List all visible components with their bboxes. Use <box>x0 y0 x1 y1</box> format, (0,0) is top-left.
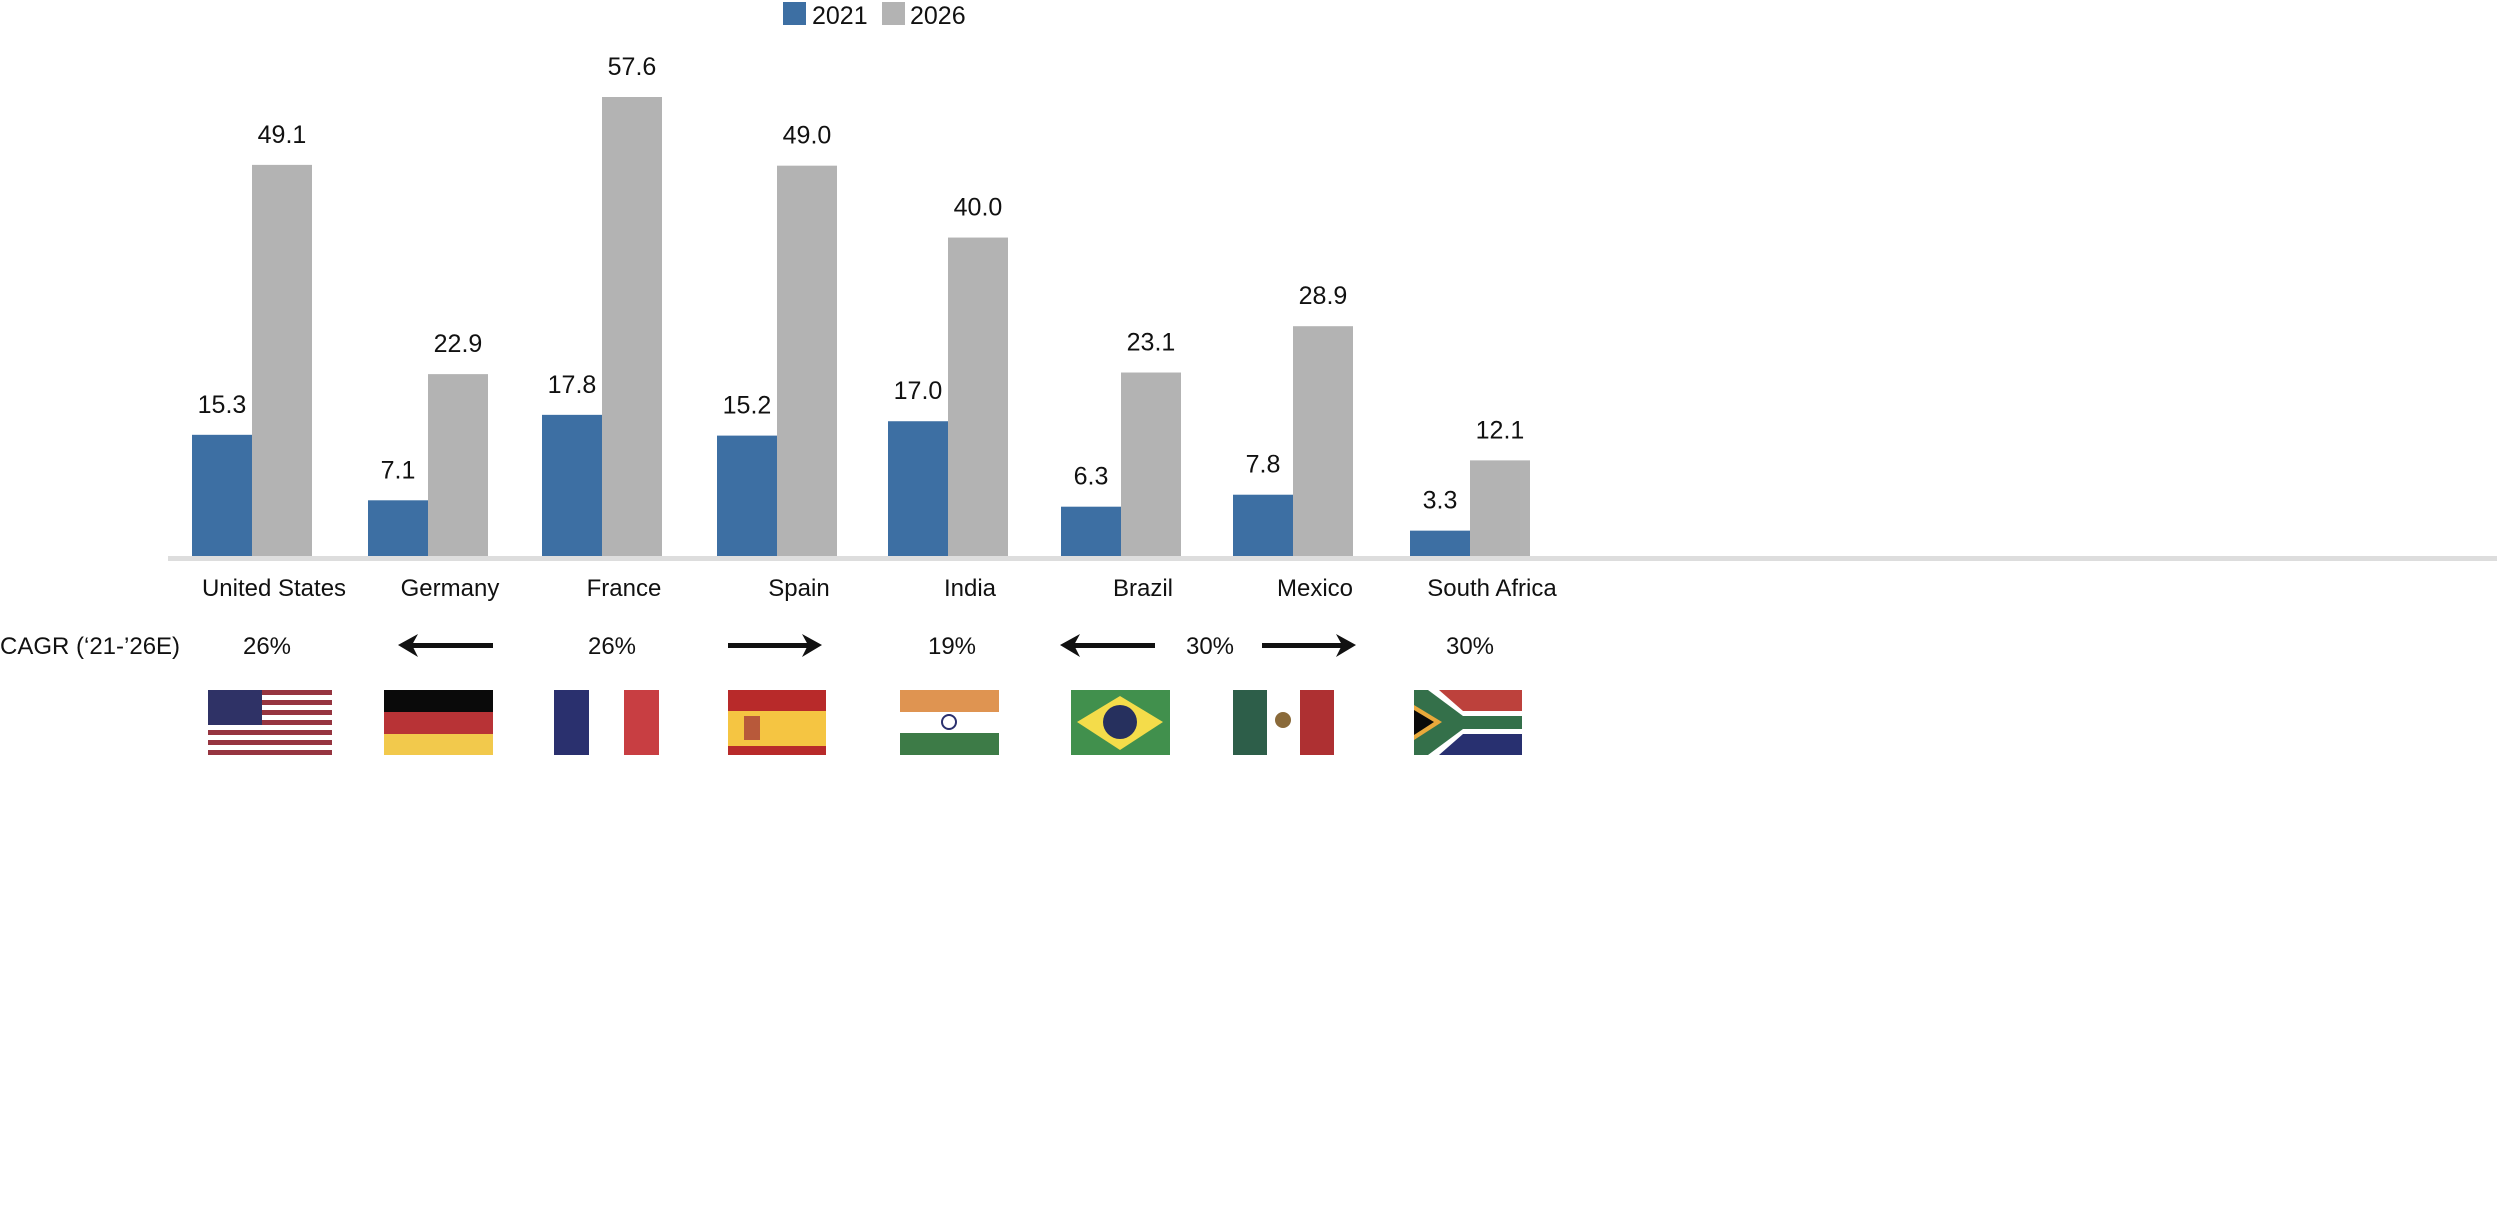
cagr-value: 26% <box>243 633 291 660</box>
brazil-flag <box>1071 690 1170 755</box>
arrow-left-icon <box>1060 634 1155 657</box>
data-label-2026-mexico: 28.9 <box>1299 282 1348 310</box>
data-label-2021-germany: 7.1 <box>381 456 416 484</box>
bar-2021-brazil <box>1061 506 1121 557</box>
south-africa-flag <box>1414 690 1522 755</box>
bar-2026-france <box>602 97 662 557</box>
legend-swatch-2021 <box>783 2 806 25</box>
category-label: Brazil <box>1113 575 1173 602</box>
legend: 2021 2026 <box>783 2 966 30</box>
bar-2021-india <box>888 421 948 557</box>
category-labels: United States Germany France Spain India Braz… <box>202 575 1557 602</box>
data-label-2021-united-states: 15.3 <box>198 391 247 419</box>
data-label-2021-india: 17.0 <box>894 377 943 405</box>
data-label-2021-south-africa: 3.3 <box>1423 487 1458 515</box>
flags <box>208 690 1522 755</box>
bar-2026-united-states <box>252 164 312 557</box>
mexico-flag <box>1233 690 1334 755</box>
bar-2026-brazil <box>1121 372 1181 557</box>
bar-2026-south-africa <box>1470 460 1530 557</box>
data-label-2026-germany: 22.9 <box>434 330 483 358</box>
cagr-value: 30% <box>1446 633 1494 660</box>
legend-label-2026: 2026 <box>910 2 966 30</box>
bar-2021-united-states <box>192 434 252 557</box>
category-label: India <box>944 575 997 602</box>
data-label-2026-south-africa: 12.1 <box>1476 416 1525 444</box>
data-label-2026-france: 57.6 <box>608 53 657 81</box>
us-flag <box>208 690 332 755</box>
bar-2026-india <box>948 237 1008 558</box>
bars: 15.3 49.1 7.1 22.9 17.8 57.6 15.2 49.0 17.0 40.0 6… <box>192 53 1530 558</box>
data-label-2026-brazil: 23.1 <box>1127 329 1176 357</box>
category-label: United States <box>202 575 346 602</box>
bar-2021-spain <box>717 435 777 557</box>
category-label: South Africa <box>1427 575 1557 602</box>
data-label-2021-brazil: 6.3 <box>1074 463 1109 491</box>
cagr-value: 30% <box>1186 633 1234 660</box>
category-label: Mexico <box>1277 575 1353 602</box>
spain-flag <box>728 690 826 755</box>
data-label-2021-france: 17.8 <box>548 371 597 399</box>
data-label-2026-spain: 49.0 <box>783 122 832 150</box>
bar-2021-south-africa <box>1410 530 1470 557</box>
data-label-2026-united-states: 49.1 <box>258 121 307 149</box>
india-flag <box>900 690 999 755</box>
bar-2026-germany <box>428 374 488 557</box>
bar-2021-france <box>542 414 602 557</box>
bar-2026-spain <box>777 165 837 558</box>
germany-flag <box>384 690 493 755</box>
cagr-row: 26% 26% 19% 30% 30% <box>243 633 1494 660</box>
france-flag <box>554 690 659 755</box>
x-axis-line <box>168 556 2497 561</box>
cagr-value: 26% <box>588 633 636 660</box>
category-label: Germany <box>401 575 500 602</box>
data-label-2026-india: 40.0 <box>954 194 1003 222</box>
data-label-2021-spain: 15.2 <box>723 392 772 420</box>
category-label: France <box>587 575 662 602</box>
bar-2021-mexico <box>1233 494 1293 557</box>
arrow-left-icon <box>398 634 493 657</box>
bar-2021-germany <box>368 500 428 557</box>
legend-swatch-2026 <box>882 2 905 25</box>
arrow-right-icon <box>1262 634 1356 657</box>
data-label-2021-mexico: 7.8 <box>1246 451 1281 479</box>
category-label: Spain <box>768 575 829 602</box>
legend-label-2021: 2021 <box>812 2 868 30</box>
bar-2026-mexico <box>1293 326 1353 557</box>
cagr-label: CAGR (‘21-’26E) <box>0 633 180 660</box>
arrow-right-icon <box>728 634 822 657</box>
cagr-value: 19% <box>928 633 976 660</box>
